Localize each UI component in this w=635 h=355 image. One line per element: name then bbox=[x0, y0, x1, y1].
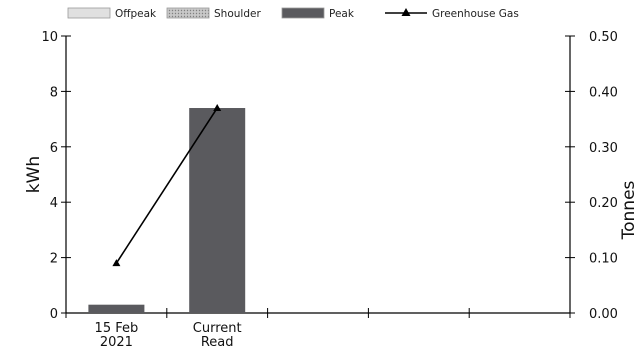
left-tick-label: 0 bbox=[50, 307, 58, 322]
x-category-label: 2021 bbox=[100, 335, 133, 350]
legend-swatch-shoulder bbox=[166, 7, 210, 19]
right-tick-label: 0.00 bbox=[589, 307, 618, 322]
greenhouse-gas-line bbox=[115, 107, 218, 264]
right-tick-label: 0.20 bbox=[589, 196, 618, 211]
legend-label-offpeak: Offpeak bbox=[115, 8, 157, 20]
right-tick-label: 0.10 bbox=[589, 252, 618, 267]
legend-swatch-offpeak bbox=[67, 7, 111, 19]
greenhouse-gas-point bbox=[112, 259, 121, 267]
greenhouse-gas-point bbox=[213, 104, 222, 112]
left-tick-label: 2 bbox=[50, 252, 58, 267]
legend-swatch-peak bbox=[281, 7, 325, 19]
bars bbox=[88, 108, 246, 314]
legend-label-greenhouse-gas: Greenhouse Gas bbox=[432, 8, 519, 20]
x-category-label: Current bbox=[193, 321, 242, 336]
legend-label-peak: Peak bbox=[329, 8, 355, 20]
right-tick-label: 0.50 bbox=[589, 30, 618, 45]
bar-peak bbox=[189, 108, 246, 314]
y-axis-title-right: Tonnes bbox=[619, 180, 635, 240]
bar-peak bbox=[88, 304, 145, 313]
left-tick-label: 6 bbox=[50, 141, 58, 156]
legend-triangle-marker bbox=[401, 8, 411, 16]
legend: Offpeak Shoulder Peak Greenhouse Gas bbox=[67, 7, 519, 20]
right-tick-label: 0.30 bbox=[589, 141, 618, 156]
y-axis-title-left: kWh bbox=[24, 156, 44, 193]
legend-label-shoulder: Shoulder bbox=[214, 8, 261, 20]
right-tick-label: 0.40 bbox=[589, 85, 618, 100]
x-category-label: 15 Feb bbox=[95, 321, 139, 336]
greenhouse-line bbox=[112, 104, 222, 267]
axes: 0 2 4 6 8 10 0.00 0.10 0.20 0.30 0.40 0.50 15 Feb202… bbox=[24, 30, 635, 350]
left-tick-label: 10 bbox=[41, 30, 58, 45]
x-category-label: Read bbox=[201, 335, 234, 350]
left-tick-label: 8 bbox=[50, 85, 58, 100]
left-tick-label: 4 bbox=[50, 196, 58, 211]
